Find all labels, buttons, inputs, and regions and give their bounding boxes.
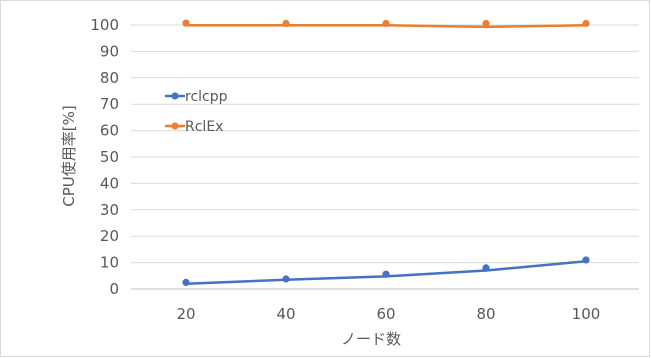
series-layer — [182, 19, 590, 286]
data-point — [582, 256, 590, 264]
legend-marker — [171, 92, 179, 100]
legend-item-RclEx: RclEx — [165, 119, 223, 135]
y-axis-title: CPU使用率[%] — [60, 105, 78, 206]
data-point — [182, 19, 190, 27]
series-rclcpp — [182, 256, 590, 286]
x-tick-label: 60 — [376, 305, 395, 323]
data-point — [482, 264, 490, 272]
legend: rclcpp RclEx — [165, 89, 228, 135]
x-tick-label: 20 — [176, 305, 195, 323]
y-tick-label: 0 — [109, 280, 119, 298]
y-tick-label: 80 — [100, 69, 119, 87]
legend-label: RclEx — [185, 119, 223, 135]
y-tick-label: 90 — [100, 42, 119, 60]
y-tick-label: 70 — [100, 95, 119, 113]
legend-item-rclcpp: rclcpp — [165, 89, 228, 105]
y-tick-label: 40 — [100, 174, 119, 192]
data-point — [382, 19, 390, 28]
y-tick-label: 50 — [100, 148, 119, 166]
data-point — [282, 275, 290, 283]
x-axis-title: ノード数 — [341, 330, 401, 348]
x-axis-ticks: 20 40 60 80 100 — [176, 305, 600, 323]
gridlines — [131, 24, 639, 290]
data-point — [382, 270, 390, 278]
series-RclEx — [182, 19, 590, 29]
data-point — [582, 19, 590, 28]
x-tick-label: 100 — [572, 305, 601, 323]
y-tick-label: 60 — [100, 122, 119, 140]
y-tick-label: 10 — [100, 254, 119, 272]
legend-marker — [171, 122, 179, 130]
y-tick-label: 30 — [100, 201, 119, 219]
x-tick-label: 80 — [476, 305, 495, 323]
data-point — [482, 19, 490, 28]
y-axis-ticks: 0 10 20 30 40 50 60 70 80 90 100 — [90, 16, 119, 298]
data-point — [282, 19, 290, 28]
y-tick-label: 20 — [100, 227, 119, 245]
legend-label: rclcpp — [185, 89, 228, 105]
y-tick-label: 100 — [90, 16, 119, 34]
data-point — [182, 278, 190, 286]
x-tick-label: 40 — [276, 305, 295, 323]
